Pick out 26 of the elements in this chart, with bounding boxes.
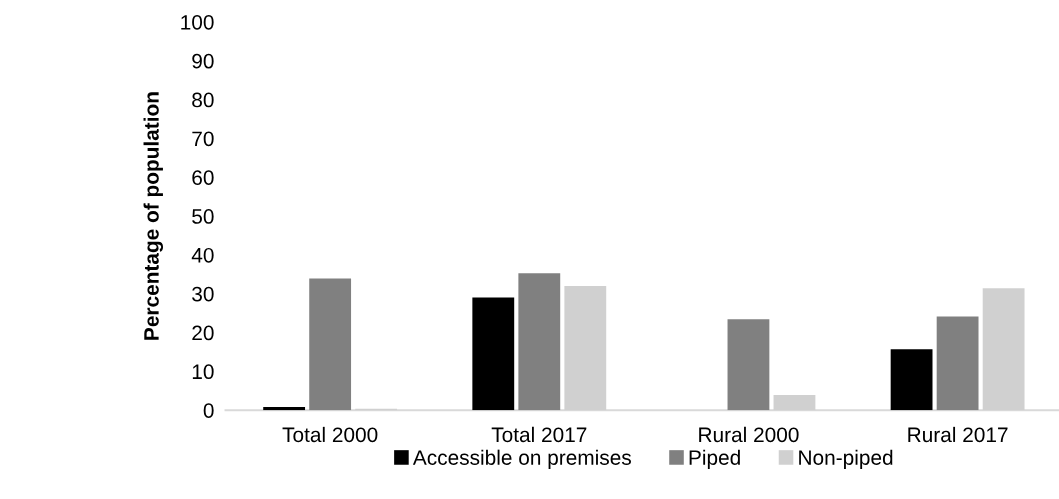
- y-tick-label: 60: [192, 170, 214, 185]
- y-tick-label: 20: [192, 325, 214, 341]
- y-tick-label: 50: [192, 209, 214, 224]
- y-tick-label: 10: [192, 364, 214, 380]
- y-tick-label: 30: [192, 286, 214, 302]
- x-tick-label: Total 2017: [491, 426, 587, 443]
- x-tick-label: Rural 2000: [699, 426, 799, 443]
- bar: [472, 297, 515, 411]
- legend-label: Accessible on premises: [412, 449, 631, 470]
- bar: [309, 278, 352, 411]
- bar: [518, 273, 561, 411]
- y-tick-label: 40: [191, 247, 214, 263]
- y-tick-label: 70: [192, 131, 214, 147]
- y-tick-label: 100: [181, 14, 214, 30]
- bar: [263, 407, 306, 411]
- legend-label: Non-piped: [799, 449, 893, 470]
- y-tick-label: 80: [192, 92, 214, 108]
- bar: [890, 349, 933, 411]
- y-tick-label: 0: [203, 403, 214, 418]
- y-tick-label: 90: [192, 53, 214, 69]
- legend-label: Piped: [689, 449, 740, 470]
- x-tick-label: Rural 2017: [908, 426, 1008, 443]
- bar: [936, 316, 979, 411]
- y-axis-title: Percentage of population: [143, 92, 164, 340]
- bar: [727, 319, 770, 411]
- x-tick-label: Total 2000: [282, 426, 378, 443]
